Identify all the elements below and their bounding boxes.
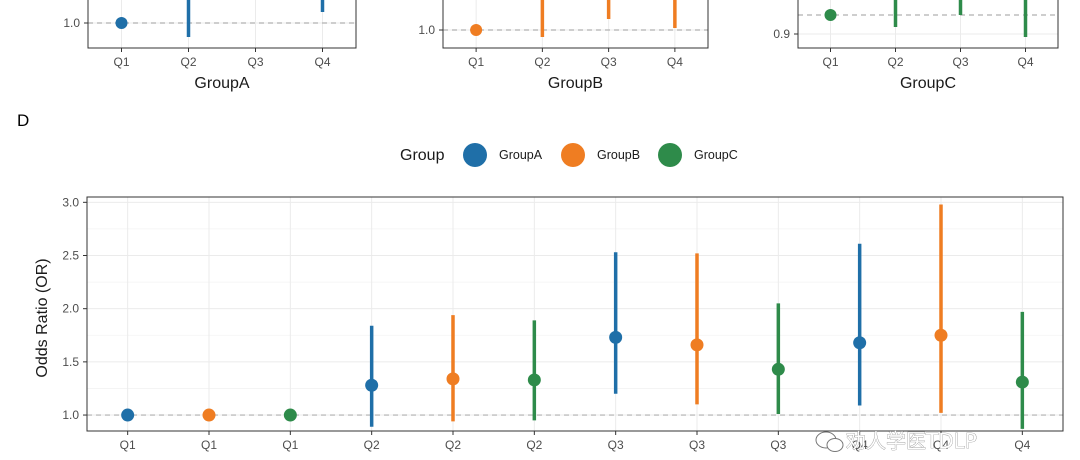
x-tick-label: Q4 — [667, 55, 683, 69]
x-tick-label: Q4 — [1014, 438, 1030, 452]
y-tick-label: 3.0 — [62, 195, 79, 209]
panel-border — [86, 196, 1064, 432]
x-tick-label: Q2 — [445, 438, 461, 452]
point-groupa — [609, 330, 623, 344]
panel-border — [442, 0, 709, 49]
point-groupc — [771, 362, 785, 376]
x-tick-label: Q1 — [120, 438, 136, 452]
x-axis-title: GroupC — [900, 75, 956, 92]
y-tick-label: 1.0 — [418, 23, 435, 37]
x-tick-label: Q1 — [282, 438, 298, 452]
x-axis-title: GroupA — [194, 75, 249, 92]
top-panel-groupc: 0.9 Q1 Q2 Q3 Q4 GroupC — [773, 0, 1059, 92]
x-tick-label: Q3 — [952, 55, 968, 69]
point-groupa — [121, 408, 135, 422]
top-panel-groupa: 1.0 Q1 Q2 Q3 Q4 GroupA — [63, 0, 357, 92]
wechat-icon — [815, 431, 844, 452]
plot-background — [88, 0, 356, 48]
x-tick-label: Q4 — [1017, 55, 1033, 69]
x-tick-label: Q2 — [526, 438, 542, 452]
x-tick-label: Q1 — [113, 55, 129, 69]
legend-label-groupb: GroupB — [597, 148, 640, 162]
y-tick-label: 0.9 — [773, 27, 790, 41]
x-tick-label: Q2 — [364, 438, 380, 452]
x-tick-label: Q3 — [689, 438, 705, 452]
point-groupb — [470, 24, 483, 36]
point-groupc — [283, 408, 297, 422]
plot-background — [798, 0, 1058, 48]
x-tick-label: Q4 — [933, 438, 949, 452]
x-axis-title: GroupB — [548, 75, 603, 92]
x-tick-label: Q3 — [608, 438, 624, 452]
y-axis-title: Odds Ratio (OR) — [34, 258, 51, 377]
point-groupa — [365, 378, 379, 392]
panel-border — [797, 0, 1059, 49]
y-tick-label: 1.5 — [62, 355, 79, 369]
point-groupc — [824, 9, 837, 21]
point-groupb — [446, 372, 460, 386]
x-tick-label: Q2 — [180, 55, 196, 69]
x-tick-label: Q4 — [314, 55, 330, 69]
panel-border — [87, 0, 357, 49]
x-tick-label: Q2 — [887, 55, 903, 69]
plot-background — [443, 0, 708, 48]
x-tick-label: Q1 — [468, 55, 484, 69]
legend-key-groupa — [463, 143, 487, 167]
x-tick-label: Q3 — [601, 55, 617, 69]
x-tick-label: Q3 — [247, 55, 263, 69]
point-groupb — [934, 328, 948, 342]
legend-title: Group — [400, 147, 445, 164]
point-groupa — [115, 17, 128, 29]
point-groupc — [1015, 375, 1029, 389]
panel-d-label: D — [17, 111, 29, 130]
legend-label-groupa: GroupA — [499, 148, 543, 162]
x-tick-label: Q1 — [822, 55, 838, 69]
plot-background — [87, 197, 1063, 431]
watermark: 劝人学医TDLP — [815, 429, 977, 453]
x-tick-label: Q2 — [534, 55, 550, 69]
y-tick-label: 2.5 — [62, 249, 79, 263]
point-groupb — [202, 408, 216, 422]
y-tick-label: 2.0 — [62, 302, 79, 316]
legend: Group GroupA GroupB GroupC — [400, 143, 738, 167]
legend-key-groupb — [561, 143, 585, 167]
point-groupc — [527, 373, 541, 387]
x-tick-label: Q1 — [201, 438, 217, 452]
y-tick-label: 1.0 — [62, 408, 79, 422]
top-panel-groupb: 1.0 Q1 Q2 Q3 Q4 GroupB — [418, 0, 709, 92]
y-tick-label: 1.0 — [63, 16, 80, 30]
x-tick-label: Q4 — [852, 438, 868, 452]
point-groupa — [853, 336, 867, 350]
panel-d-plot: 1.0 1.5 2.0 2.5 3.0 Q1 Q1 Q1 Q2 Q2 Q2 Q3 Q3 Q3 Q4 Q4 Q4 — [62, 195, 1064, 452]
point-groupb — [690, 338, 704, 352]
legend-label-groupc: GroupC — [694, 148, 738, 162]
watermark-text: 劝人学医TDLP — [846, 429, 977, 453]
legend-key-groupc — [658, 143, 682, 167]
x-tick-label: Q3 — [770, 438, 786, 452]
